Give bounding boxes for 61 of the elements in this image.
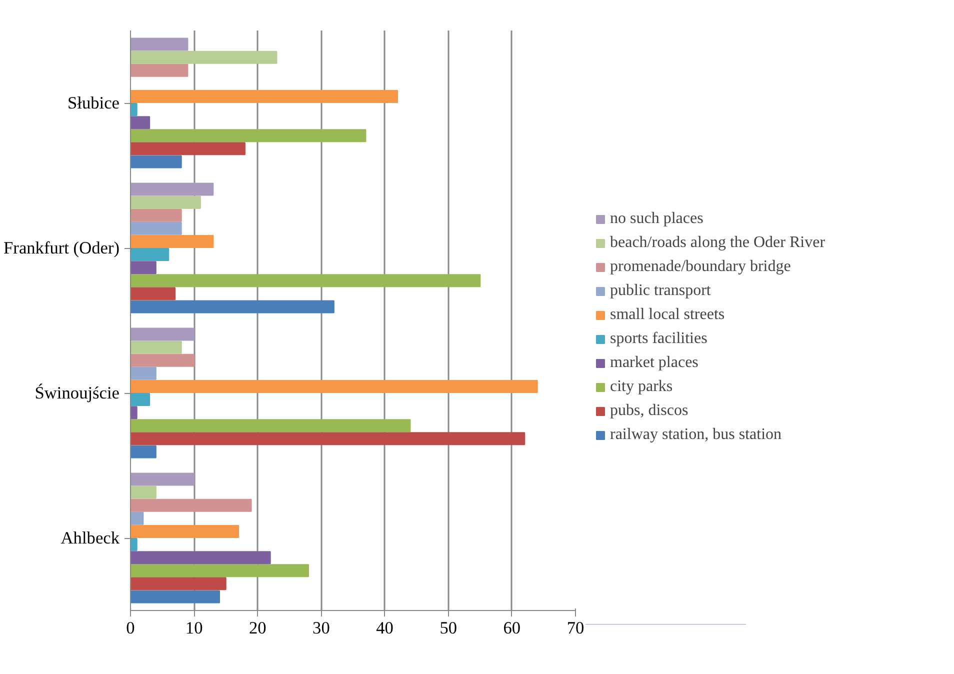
x-tick-label: 30: [312, 618, 330, 638]
bar: [130, 234, 214, 248]
bar: [130, 248, 170, 262]
bar: [130, 142, 246, 156]
bar: [130, 498, 252, 512]
bar: [130, 287, 176, 300]
bar: [130, 472, 195, 486]
x-tick-label: 70: [566, 618, 584, 638]
bar: [130, 538, 138, 552]
bar: [130, 50, 278, 64]
y-tick-label: Świnoujście: [34, 384, 120, 402]
bar: [130, 90, 398, 103]
x-tick-label: 50: [440, 618, 458, 638]
bar: [130, 432, 526, 446]
bar: [130, 393, 150, 406]
bar: [130, 274, 481, 288]
legend-label: pubs, discos: [610, 402, 688, 420]
y-tick-label: Słubice: [68, 94, 120, 112]
bar: [130, 116, 150, 130]
legend-label: promenade/boundary bridge: [610, 258, 791, 276]
bar: [130, 300, 334, 314]
bar: [130, 208, 182, 222]
legend-label: no such places: [610, 210, 704, 228]
bar: [130, 512, 144, 525]
bar: [130, 577, 226, 590]
bar: [130, 155, 182, 168]
y-tick-label: Ahlbeck: [60, 528, 120, 548]
legend-label: railway station, bus station: [610, 426, 782, 444]
x-tick-label: 10: [185, 618, 203, 638]
bar: [130, 328, 195, 341]
x-tick-label: 40: [376, 618, 394, 638]
bar: [130, 222, 182, 235]
bar: [130, 486, 156, 499]
bar: [130, 103, 138, 116]
bar: [130, 182, 214, 196]
legend-label: city parks: [610, 378, 673, 396]
x-tick-label: 20: [248, 618, 266, 638]
bar: [130, 590, 220, 604]
legend-label: market places: [610, 354, 698, 372]
bar: [130, 196, 201, 209]
bar: [130, 129, 366, 142]
bar: [130, 380, 538, 393]
bar: [130, 340, 182, 354]
bar: [130, 445, 156, 458]
bar: [130, 64, 188, 77]
legend-label: small local streets: [610, 306, 725, 324]
bar: [130, 38, 188, 51]
bar: [130, 354, 195, 367]
bar: [130, 261, 156, 274]
bar: [130, 366, 156, 380]
y-tick-label: Frankfurt (Oder): [4, 238, 120, 258]
legend-label: sports facilities: [610, 330, 708, 348]
bar: [130, 564, 309, 578]
legend-label: beach/roads along the Oder River: [610, 234, 826, 252]
bar: [130, 406, 138, 420]
legend-label: public transport: [610, 282, 711, 300]
bar: [130, 524, 240, 538]
x-tick-label: 60: [503, 618, 521, 638]
x-tick-label: 0: [126, 618, 135, 638]
bar: [130, 419, 411, 432]
bar: [130, 551, 271, 564]
